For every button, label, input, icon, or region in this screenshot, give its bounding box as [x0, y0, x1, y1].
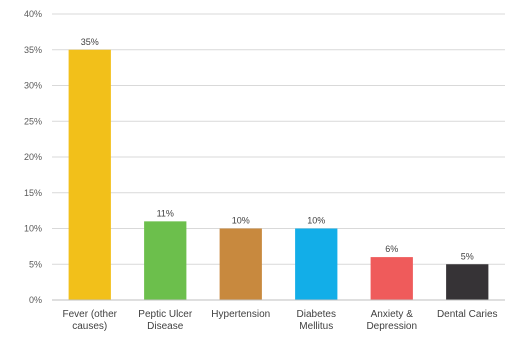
data-label: 10%	[307, 216, 325, 226]
bar	[446, 264, 489, 300]
bar	[68, 49, 111, 300]
y-tick-label: 15%	[24, 188, 42, 198]
y-tick-label: 10%	[24, 224, 42, 234]
y-tick-label: 20%	[24, 152, 42, 162]
data-label: 35%	[81, 37, 99, 47]
category-label: Hypertension	[211, 309, 270, 320]
bars	[68, 49, 489, 300]
y-tick-label: 40%	[24, 9, 42, 19]
y-tick-label: 25%	[24, 116, 42, 126]
data-label: 11%	[157, 208, 174, 218]
y-axis-ticks: 0% 5% 10% 15% 20% 25% 30% 35% 40%	[24, 9, 42, 305]
y-tick-label: 35%	[24, 45, 42, 55]
y-tick-label: 30%	[24, 81, 42, 91]
category-label: Fever (other causes)	[63, 309, 118, 332]
bar	[370, 257, 413, 300]
bar	[219, 228, 262, 300]
category-label: Diabetes Mellitus	[297, 309, 336, 332]
gridlines	[52, 13, 505, 265]
category-label: Dental Caries	[437, 309, 498, 320]
data-label: 6%	[385, 244, 398, 254]
y-tick-label: 5%	[29, 259, 42, 269]
category-labels: Fever (other causes) Peptic Ulcer Disease Hy…	[63, 309, 498, 332]
y-tick-label: 0%	[29, 295, 42, 305]
data-labels: 35% 11% 10% 10% 6% 5%	[81, 37, 474, 262]
category-label: Anxiety & Depression	[366, 309, 417, 332]
bar	[144, 221, 187, 300]
data-label: 10%	[232, 216, 250, 226]
bar	[295, 228, 338, 300]
data-label: 5%	[461, 251, 474, 261]
category-label: Peptic Ulcer Disease	[138, 309, 193, 332]
